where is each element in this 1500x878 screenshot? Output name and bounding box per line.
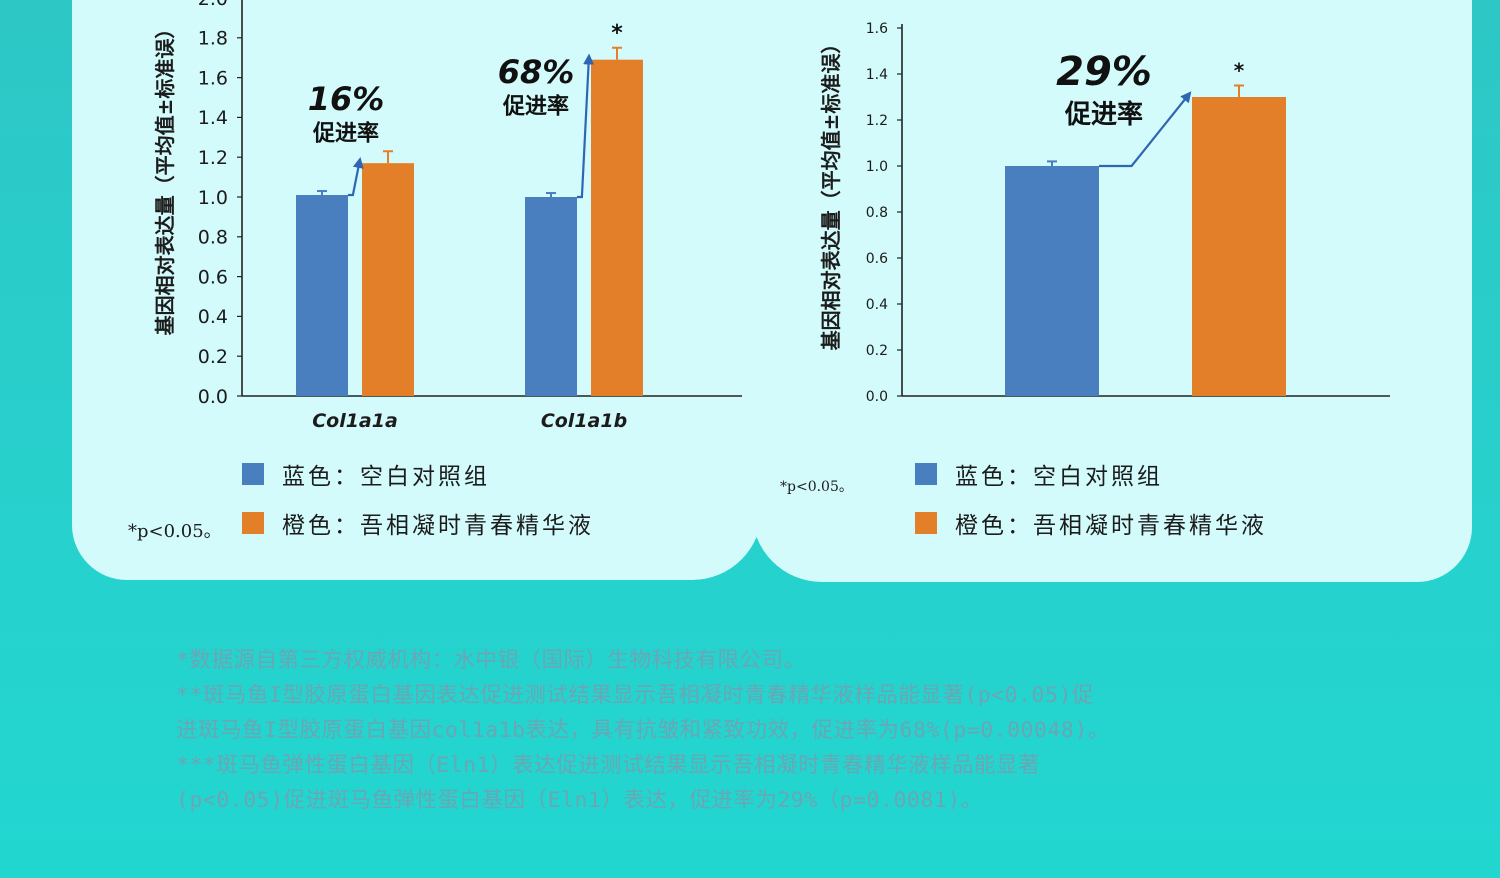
y-tick-label: 0.6 <box>198 266 228 288</box>
legend-item-control: 蓝色：空白对照组 <box>915 457 1163 491</box>
y-tick-label: 1.4 <box>198 107 228 129</box>
y-tick-label: 1.8 <box>198 28 228 50</box>
x-category-label: Col1a1b <box>541 410 627 432</box>
chart-panel-right <box>752 0 1472 582</box>
footnotes: *数据源自第三方权威机构：水中银（国际）生物科技有限公司。 **斑马鱼I型胶原蛋… <box>176 643 1396 818</box>
chart-elastin: 0.0 0.2 0.4 0.6 0.8 1.0 1.2 1.4 1.6 基因相对表达量（平均值±标… <box>819 21 1390 405</box>
footnote-line: 进斑马鱼I型胶原蛋白基因col1a1b表达，具有抗皱和紧致功效，促进率为68%(… <box>176 718 1110 743</box>
y-tick-label: 0.8 <box>198 227 228 249</box>
y-tick-label: 0.0 <box>198 386 228 408</box>
y-tick-label: 0.2 <box>198 346 228 368</box>
significance-star: * <box>1234 59 1245 83</box>
chart-collagen: 0.0 0.2 0.4 0.6 0.8 1.0 1.2 1.4 1.6 1.8 2.0 基因相对表达量… <box>153 0 742 432</box>
bar <box>296 195 348 396</box>
y-tick-label: 0.6 <box>866 251 888 267</box>
legend-item-serum: 橙色：吾相凝时青春精华液 <box>915 506 1267 540</box>
significance-note: *p<0.05。 <box>128 521 222 542</box>
legend-swatch-blue <box>915 463 937 485</box>
footnote-line: (p<0.05)促进斑马鱼弹性蛋白基因（Eln1）表达，促进率为29%（p=0.… <box>176 788 983 813</box>
y-tick-label: 0.4 <box>866 297 888 313</box>
y-tick-label: 1.6 <box>866 21 888 37</box>
rate-label: 促进率 <box>312 120 379 146</box>
legend-item-serum: 橙色：吾相凝时青春精华液 <box>242 506 594 540</box>
x-category-label: Col1a1a <box>312 410 398 432</box>
y-tick-label: 0.2 <box>866 343 888 359</box>
y-tick-label: 1.2 <box>198 147 228 169</box>
legend-label: 蓝色：空白对照组 <box>282 464 490 490</box>
y-tick-label: 1.0 <box>198 187 228 209</box>
legend-label: 蓝色：空白对照组 <box>955 464 1163 490</box>
percent-label: 16% <box>308 80 385 118</box>
rate-label: 促进率 <box>502 93 569 119</box>
legend-label: 橙色：吾相凝时青春精华液 <box>282 513 594 539</box>
growth-arrow <box>1099 91 1192 168</box>
legend-swatch-blue <box>242 463 264 485</box>
footnote-line: **斑马鱼I型胶原蛋白基因表达促进测试结果显示吾相凝时青春精华液样品能显著(p<… <box>176 683 1094 708</box>
percent-label: 29% <box>1056 49 1152 95</box>
percent-label: 68% <box>498 53 575 91</box>
legend-swatch-orange <box>242 512 264 534</box>
growth-arrow <box>348 157 364 197</box>
legend-item-control: 蓝色：空白对照组 <box>242 457 490 491</box>
legend-label: 橙色：吾相凝时青春精华液 <box>955 513 1267 539</box>
y-tick-label: 0.0 <box>866 389 888 405</box>
legend-swatch-orange <box>915 512 937 534</box>
bar <box>525 197 577 396</box>
y-tick-label: 1.4 <box>866 67 888 83</box>
significance-note: *p<0.05。 <box>780 479 853 495</box>
y-tick-label: 0.4 <box>198 306 228 328</box>
bar <box>1005 166 1099 396</box>
rate-label: 促进率 <box>1064 99 1143 130</box>
y-tick-label: 1.2 <box>866 113 888 129</box>
y-tick-label: 1.0 <box>866 159 888 175</box>
y-tick-label: 1.6 <box>198 67 228 89</box>
y-tick-label: 2.0 <box>198 0 228 10</box>
y-axis-label: 基因相对表达量（平均值±标准误） <box>819 34 843 351</box>
bar <box>591 59 643 396</box>
footnote-line: ***斑马鱼弹性蛋白基因（Eln1）表达促进测试结果显示吾相凝时青春精华液样品能… <box>176 753 1041 778</box>
y-axis-label: 基因相对表达量（平均值±标准误） <box>153 19 177 336</box>
chart-panel-left <box>72 0 762 580</box>
growth-arrow <box>577 53 595 199</box>
bar <box>1192 97 1286 396</box>
significance-star: * <box>611 21 623 46</box>
bar <box>362 163 414 396</box>
y-tick-label: 0.8 <box>866 205 888 221</box>
footnote-line: *数据源自第三方权威机构：水中银（国际）生物科技有限公司。 <box>176 648 806 673</box>
